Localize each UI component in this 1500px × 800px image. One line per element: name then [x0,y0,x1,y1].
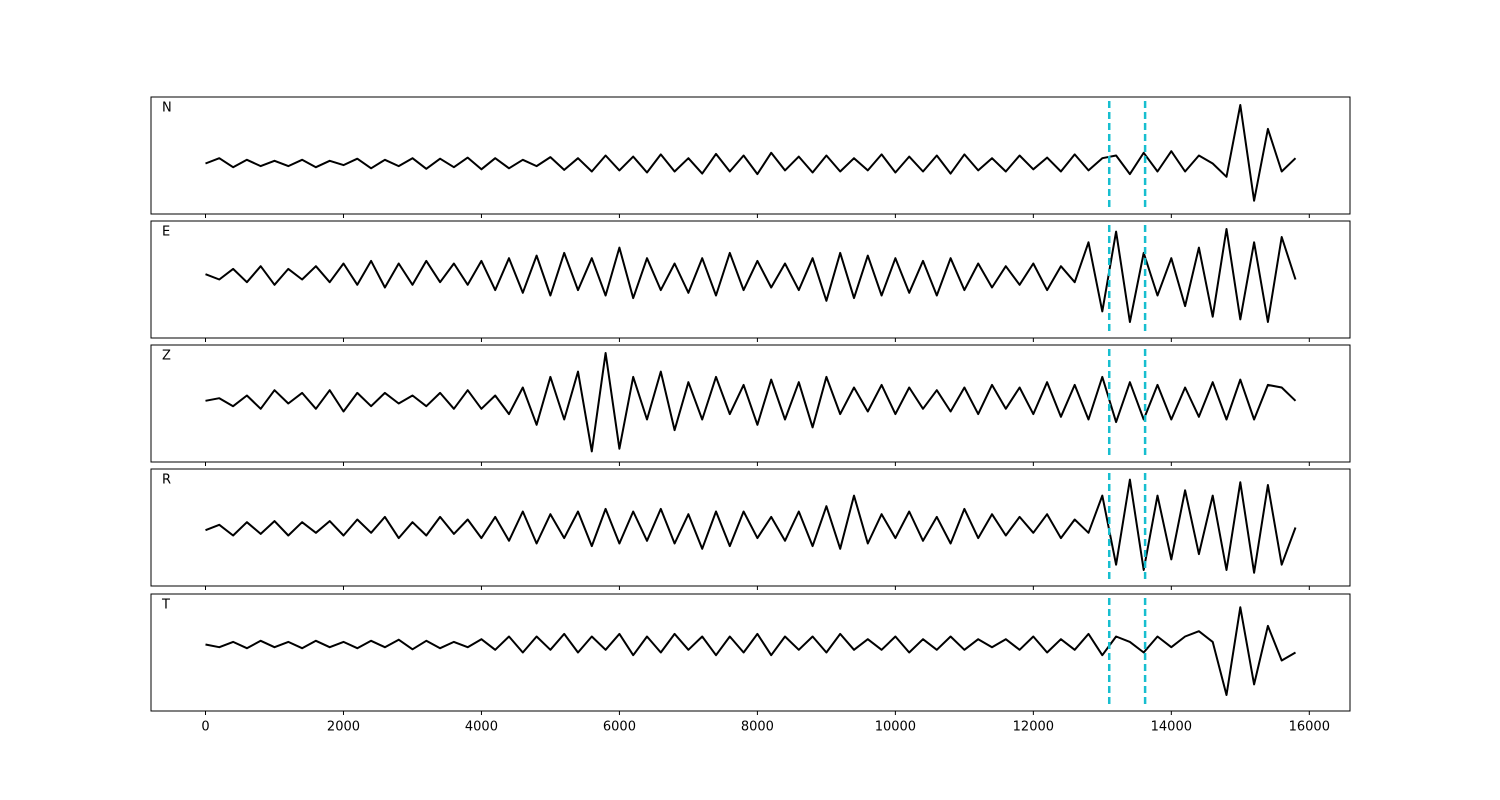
x-tick-label: 12000 [1013,720,1054,735]
x-tick-label: 14000 [1151,720,1192,735]
panel-frame [150,593,1351,712]
waveform [205,228,1297,323]
waveform [205,478,1297,574]
panel-label: T [161,598,170,613]
panel-frame [150,344,1351,463]
x-tick-label: 8000 [741,720,774,735]
x-tick-label: 0 [201,720,209,735]
x-tick-label: 16000 [1289,720,1330,735]
x-tick-label: 2000 [327,720,360,735]
panel-label: N [162,101,172,116]
panel-label: E [162,225,170,240]
panel-frame [150,468,1351,587]
x-tick-label: 6000 [603,720,636,735]
x-tick-label: 4000 [465,720,498,735]
waveform [205,104,1297,202]
x-tick-label: 10000 [875,720,916,735]
panel-frame [150,220,1351,339]
panel-label: R [162,473,171,488]
waveform [205,606,1297,696]
waveform [205,352,1297,453]
panel-label: Z [162,349,171,364]
panel-frame [150,96,1351,215]
